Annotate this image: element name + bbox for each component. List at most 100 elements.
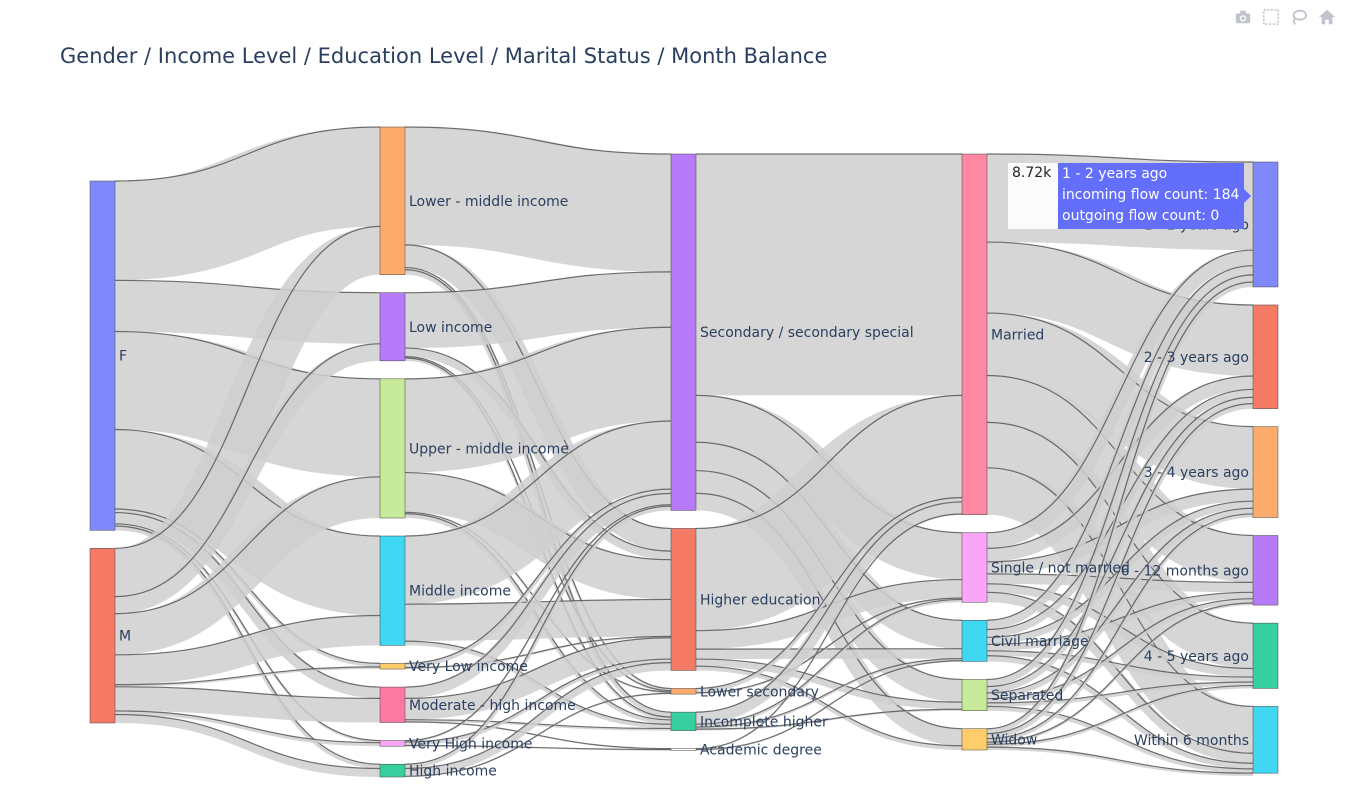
- sankey-label-HI: High income: [409, 764, 497, 780]
- sankey-link-UMI-SSS[interactable]: [404, 327, 672, 473]
- sankey-link-VLI-HE[interactable]: [404, 636, 672, 670]
- sankey-link-WID-Y12[interactable]: [986, 281, 1254, 734]
- sankey-link-M-VHI[interactable]: [114, 710, 381, 747]
- sankey-link-SNM-M612[interactable]: [986, 573, 1254, 593]
- sankey-link-LI-SSS[interactable]: [404, 271, 672, 349]
- sankey-link-F-MI[interactable]: [113, 429, 382, 616]
- tooltip-outgoing: outgoing flow count: 0: [1062, 208, 1220, 224]
- sankey-link-MI-HE[interactable]: [404, 599, 672, 642]
- sankey-link-WID-Y45[interactable]: [986, 685, 1254, 748]
- sankey-label-M612: 6 - 12 months ago: [1121, 563, 1249, 579]
- sankey-link-edge: [986, 281, 1254, 730]
- sankey-link-M-HI[interactable]: [114, 714, 381, 778]
- sankey-link-SEP-Y12[interactable]: [986, 274, 1254, 687]
- sankey-link-HE-SEP[interactable]: [695, 659, 963, 710]
- sankey-node-CM[interactable]: [961, 620, 988, 662]
- sankey-link-F-LI[interactable]: [114, 280, 381, 344]
- sankey-node-Y45[interactable]: [1252, 622, 1279, 689]
- sankey-node-HI[interactable]: [379, 763, 406, 778]
- sankey-link-LI-HE[interactable]: [404, 348, 672, 560]
- sankey-link-SNM-Y23[interactable]: [986, 375, 1254, 562]
- sankey-link-edge: [695, 598, 963, 725]
- sankey-link-IH-MAR[interactable]: [695, 501, 963, 725]
- sankey-link-M-UMI[interactable]: [114, 476, 381, 655]
- sankey-link-IH-CM[interactable]: [695, 658, 963, 730]
- sankey-link-WID-Y34[interactable]: [986, 513, 1254, 743]
- sankey-link-edge: [986, 573, 1254, 583]
- sankey-node-W6[interactable]: [1252, 706, 1279, 774]
- sankey-link-IH-SEP[interactable]: [695, 709, 963, 731]
- sankey-link-CM-Y12[interactable]: [986, 265, 1254, 630]
- sankey-node-SEP[interactable]: [961, 679, 988, 711]
- sankey-link-CM-Y45[interactable]: [986, 650, 1254, 683]
- lasso-icon[interactable]: [1288, 8, 1310, 26]
- sankey-node-M[interactable]: [89, 548, 116, 724]
- sankey-node-LI[interactable]: [379, 292, 406, 362]
- sankey-link-MAR-Y23[interactable]: [986, 242, 1254, 376]
- sankey-link-SSS-SEP[interactable]: [695, 470, 963, 703]
- tooltip-box: 1 - 2 years ago incoming flow count: 184…: [1058, 163, 1244, 229]
- sankey-link-WID-M612[interactable]: [986, 602, 1254, 745]
- sankey-link-VLI-SSS[interactable]: [404, 489, 672, 668]
- sankey-node-F[interactable]: [89, 180, 116, 531]
- sankey-node-VHI[interactable]: [379, 740, 406, 747]
- sankey-link-SEP-Y45[interactable]: [986, 682, 1254, 707]
- sankey-link-SEP-Y23[interactable]: [986, 397, 1254, 693]
- sankey-link-LS-MAR[interactable]: [695, 497, 963, 693]
- sankey-link-MHI-SSS[interactable]: [404, 493, 672, 699]
- sankey-link-SEP-M612[interactable]: [986, 598, 1254, 703]
- sankey-link-edge: [986, 265, 1254, 621]
- sankey-node-AD[interactable]: [670, 748, 697, 751]
- sankey-link-M-LMI[interactable]: [112, 226, 383, 597]
- box-select-icon[interactable]: [1260, 8, 1282, 26]
- sankey-link-edge: [404, 492, 672, 688]
- sankey-link-VHI-HE[interactable]: [404, 659, 672, 746]
- sankey-link-edge: [114, 476, 381, 615]
- sankey-link-WID-Y23[interactable]: [986, 403, 1254, 739]
- sankey-node-MI[interactable]: [379, 535, 406, 646]
- sankey-node-Y23[interactable]: [1252, 304, 1279, 409]
- sankey-node-HE[interactable]: [670, 528, 697, 671]
- sankey-link-edge: [114, 225, 381, 549]
- sankey-label-SEP: Separated: [991, 688, 1063, 704]
- home-icon[interactable]: [1316, 8, 1338, 26]
- sankey-link-HI-HE[interactable]: [404, 662, 672, 777]
- sankey-link-IH-SNM[interactable]: [695, 599, 963, 728]
- sankey-link-M-LI[interactable]: [114, 343, 381, 614]
- sankey-link-HI-SSS[interactable]: [404, 506, 672, 769]
- sankey-link-SNM-Y34[interactable]: [986, 489, 1254, 574]
- sankey-node-LS[interactable]: [670, 688, 697, 695]
- sankey-link-M-VLI[interactable]: [114, 666, 381, 687]
- sankey-link-M-MI[interactable]: [114, 615, 381, 685]
- sankey-link-MHI-IH[interactable]: [404, 719, 672, 731]
- sankey-link-LMI-SSS[interactable]: [404, 126, 672, 272]
- sankey-node-MHI[interactable]: [379, 686, 406, 723]
- sankey-label-W6: Within 6 months: [1134, 733, 1249, 749]
- sankey-node-Y34[interactable]: [1252, 426, 1279, 518]
- sankey-node-Y12[interactable]: [1252, 161, 1279, 288]
- sankey-node-VLI[interactable]: [379, 663, 406, 670]
- sankey-link-MI-SSS[interactable]: [403, 420, 673, 605]
- sankey-node-SSS[interactable]: [670, 153, 697, 511]
- sankey-link-F-LMI[interactable]: [114, 127, 381, 281]
- sankey-node-SNM[interactable]: [961, 532, 988, 603]
- camera-icon[interactable]: [1232, 8, 1254, 26]
- sankey-link-CM-M612[interactable]: [986, 592, 1254, 651]
- sankey-node-IH[interactable]: [670, 711, 697, 731]
- sankey-label-UMI: Upper - middle income: [409, 441, 569, 457]
- sankey-link-SNM-Y12[interactable]: [986, 250, 1254, 549]
- sankey-link-MAR-W6[interactable]: [985, 467, 1255, 754]
- sankey-link-edge: [695, 658, 963, 703]
- sankey-node-M612[interactable]: [1252, 535, 1279, 606]
- sankey-link-HE-MAR[interactable]: [693, 395, 965, 631]
- sankey-link-WID-W6[interactable]: [986, 747, 1254, 777]
- sankey-link-HE-WID[interactable]: [695, 666, 963, 751]
- sankey-node-LMI[interactable]: [379, 126, 406, 275]
- sankey-link-M-MHI[interactable]: [114, 686, 381, 723]
- sankey-node-UMI[interactable]: [379, 378, 406, 519]
- sankey-link-MHI-HE[interactable]: [404, 637, 672, 720]
- sankey-node-WID[interactable]: [961, 728, 988, 751]
- sankey-node-MAR[interactable]: [961, 153, 988, 515]
- sankey-link-SEP-Y34[interactable]: [986, 508, 1254, 699]
